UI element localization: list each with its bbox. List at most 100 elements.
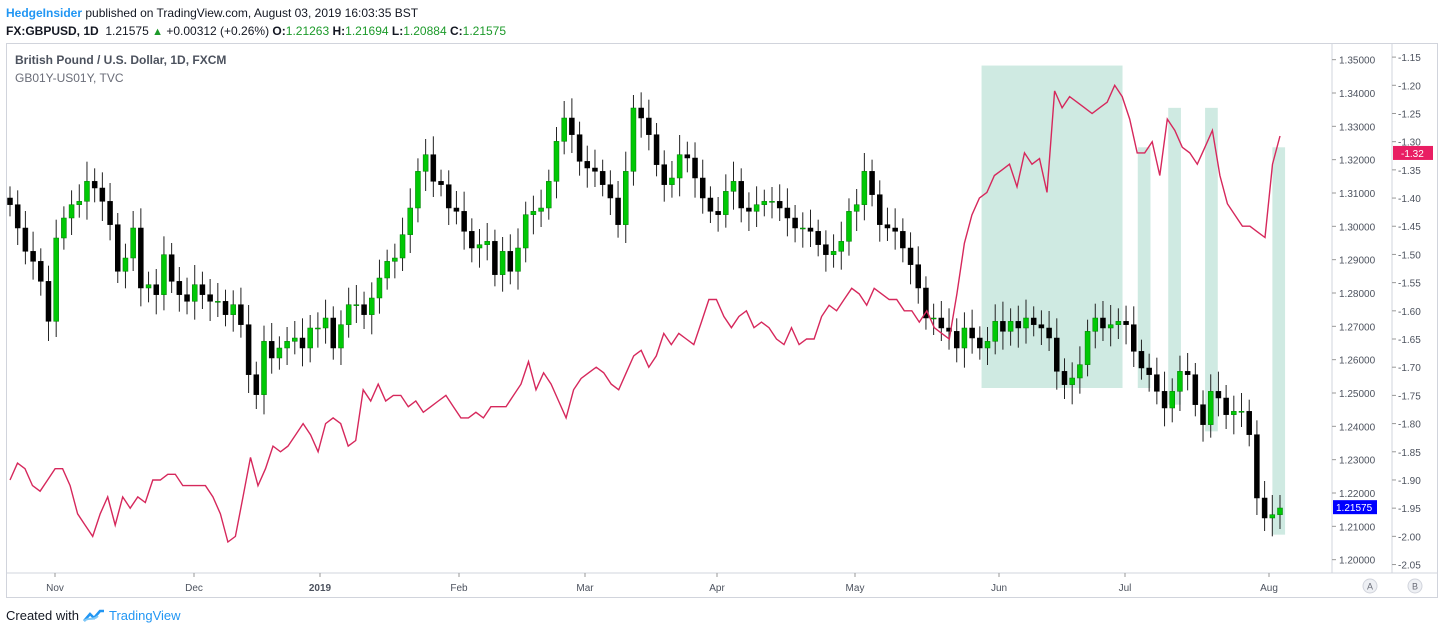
- price-tick-label: 1.30000: [1339, 222, 1376, 233]
- overlay-tick-label: -1.30: [1398, 138, 1421, 149]
- price-tick-label: 1.27000: [1339, 322, 1376, 333]
- candle-body: [869, 171, 875, 195]
- candle-body: [1238, 411, 1245, 413]
- price-chart[interactable]: 1.35000 1.34000 1.33000 1.32000 1.31000 1.300…: [6, 43, 1438, 598]
- candle-body: [230, 304, 236, 315]
- candle-body: [284, 341, 290, 349]
- candle-body: [99, 187, 106, 202]
- candle-body: [484, 241, 490, 245]
- candle-body: [22, 227, 29, 252]
- candle-body: [1046, 327, 1052, 339]
- tradingview-logo-icon: [83, 609, 104, 622]
- candle-body: [938, 317, 945, 329]
- candle-body: [923, 287, 929, 319]
- candle-body: [245, 324, 252, 375]
- price-tick-label: 1.23000: [1339, 456, 1376, 467]
- candle-body: [977, 337, 983, 349]
- price-tick-label: 1.32000: [1339, 156, 1376, 167]
- candle-body: [638, 107, 644, 119]
- candle-body: [592, 167, 598, 172]
- candle-body: [607, 184, 614, 199]
- time-tick-label: Jun: [991, 583, 1007, 594]
- candle-body: [815, 231, 821, 245]
- candle-body: [361, 304, 367, 315]
- overlay-tick-label: -1.60: [1398, 307, 1421, 318]
- candle-body: [715, 211, 721, 215]
- overlay-tick-label: -2.00: [1398, 532, 1421, 543]
- candle-body: [530, 211, 537, 215]
- candle-body: [345, 304, 352, 325]
- candle-body: [1115, 321, 1122, 325]
- overlay-value-badge: [1393, 145, 1433, 160]
- time-tick-label: Dec: [185, 583, 203, 594]
- overlay-value-badge-label: -1.32: [1401, 149, 1424, 160]
- candle-body: [392, 257, 398, 262]
- candle-body: [953, 331, 960, 349]
- overlay-tick-label: -1.65: [1398, 335, 1421, 346]
- candle-body: [930, 317, 937, 320]
- candle-body: [984, 341, 991, 349]
- candle-body: [723, 191, 729, 215]
- candle-body: [292, 337, 298, 342]
- candle-body: [1007, 321, 1014, 332]
- price-tick-label: 1.24000: [1339, 422, 1376, 433]
- candle-body: [1123, 321, 1129, 325]
- price-tick-label: 1.25000: [1339, 389, 1376, 400]
- overlay-tick-label: -2.05: [1398, 561, 1421, 572]
- candle-body: [130, 227, 136, 259]
- candle-body: [338, 324, 344, 349]
- candle-body: [1061, 371, 1068, 385]
- overlay-series-legend[interactable]: GB01Y-US01Y, TVC: [15, 71, 124, 85]
- overlay-tick-label: -1.25: [1398, 109, 1421, 120]
- candle-body: [122, 257, 129, 272]
- candle-body: [145, 284, 152, 289]
- candle-body: [376, 277, 383, 299]
- candle-body: [800, 227, 806, 230]
- scale-button-a[interactable]: [1362, 578, 1378, 594]
- scale-button-label: B: [1412, 582, 1418, 592]
- candle-body: [792, 217, 798, 229]
- publication-header: HedgeInsider published on TradingView.co…: [6, 5, 506, 40]
- candle-body: [268, 341, 275, 359]
- price-tick-label: 1.28000: [1339, 289, 1376, 300]
- overlay-tick-label: -1.85: [1398, 448, 1421, 459]
- tradingview-brand-link[interactable]: TradingView: [108, 608, 181, 623]
- price-tick-label: 1.20000: [1339, 556, 1376, 567]
- candle-body: [1177, 371, 1183, 392]
- candle-body: [222, 301, 229, 315]
- candle-body: [515, 247, 521, 272]
- publish-line: HedgeInsider published on TradingView.co…: [6, 5, 506, 21]
- candle-body: [1223, 397, 1229, 415]
- candle-body: [738, 181, 744, 209]
- overlay-tick-label: -1.80: [1398, 420, 1421, 431]
- last-price-badge: [1333, 500, 1377, 515]
- price-tick-label: 1.35000: [1339, 56, 1376, 67]
- candle-body: [38, 261, 44, 282]
- candle-body: [692, 157, 698, 179]
- candle-body: [207, 294, 213, 302]
- candle-body: [476, 244, 483, 249]
- candle-body: [961, 327, 968, 349]
- candle-body: [1077, 364, 1083, 379]
- candle-body: [384, 261, 390, 279]
- main-series-legend[interactable]: British Pound / U.S. Dollar, 1D, FXCM: [15, 53, 227, 67]
- overlay-tick-label: -1.90: [1398, 476, 1421, 487]
- time-tick-label: Jul: [1119, 583, 1132, 594]
- candle-body: [907, 247, 914, 265]
- candle-body: [830, 251, 837, 255]
- author-link[interactable]: HedgeInsider: [6, 6, 83, 20]
- candle-body: [707, 197, 714, 212]
- time-tick-label: May: [846, 583, 865, 594]
- scale-button-b[interactable]: [1407, 578, 1423, 594]
- highlight-zone: [1205, 107, 1218, 432]
- candle-body: [461, 211, 467, 232]
- candle-body: [784, 207, 791, 219]
- candle-body: [492, 241, 498, 275]
- footer: Created with TradingView: [6, 608, 181, 623]
- candle-body: [445, 184, 452, 209]
- candle-body: [1261, 497, 1268, 519]
- candle-body: [1215, 391, 1222, 399]
- candle-body: [115, 224, 121, 272]
- overlay-tick-label: -1.70: [1398, 363, 1421, 374]
- candle-body: [45, 281, 52, 322]
